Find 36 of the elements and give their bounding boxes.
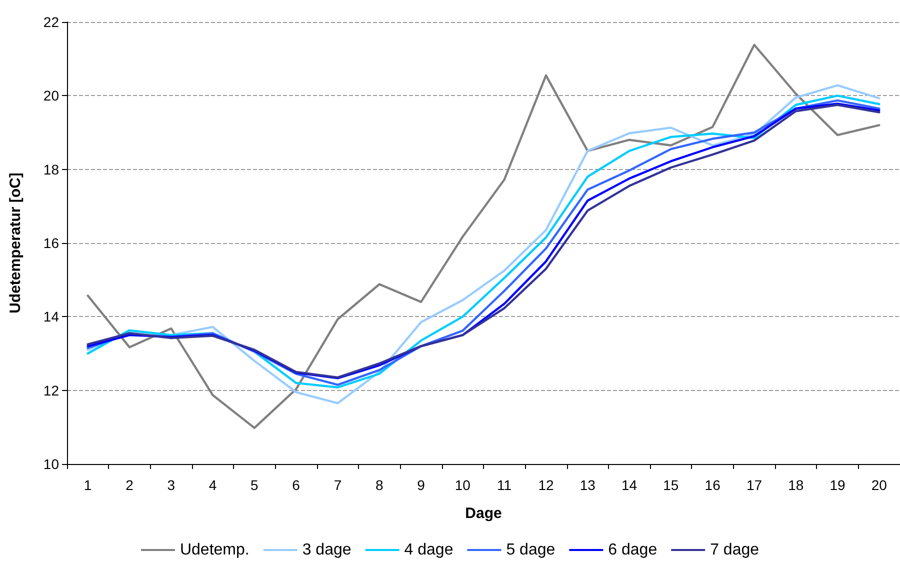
x-tick-label: 12 xyxy=(538,477,554,493)
x-tick-label: 6 xyxy=(292,477,300,493)
y-axis-title: Udetemperatur [oC] xyxy=(7,172,24,314)
legend-label: Udetemp. xyxy=(180,542,250,558)
legend-label: 4 dage xyxy=(404,542,454,558)
y-tick-label: 20 xyxy=(43,88,60,104)
y-tick-label: 18 xyxy=(43,161,60,178)
y-tick-label: 12 xyxy=(43,382,60,398)
x-tick-label: 16 xyxy=(704,477,721,493)
x-tick-label: 4 xyxy=(208,477,217,493)
legend-label: 7 dage xyxy=(710,542,760,558)
legend-label: 6 dage xyxy=(608,542,658,558)
x-tick-label: 1 xyxy=(84,477,92,493)
y-tick-label: 16 xyxy=(43,235,60,251)
y-tick-label: 10 xyxy=(43,456,60,472)
x-tick-label: 2 xyxy=(126,477,134,493)
legend-label: 3 dage xyxy=(302,542,352,558)
x-tick-label: 11 xyxy=(497,477,512,493)
x-tick-label: 13 xyxy=(580,477,596,493)
y-tick-label: 22 xyxy=(43,14,60,30)
x-tick-label: 5 xyxy=(250,477,259,493)
x-tick-label: 19 xyxy=(830,477,846,493)
x-tick-label: 18 xyxy=(788,477,804,493)
legend-label: 5 dage xyxy=(506,542,556,558)
x-tick-label: 10 xyxy=(454,477,471,493)
x-tick-label: 8 xyxy=(375,477,384,493)
x-tick-label: 15 xyxy=(663,477,679,493)
x-tick-label: 7 xyxy=(334,477,342,493)
x-tick-label: 3 xyxy=(167,477,176,493)
y-tick-label: 14 xyxy=(43,308,60,325)
x-axis-title: Dage xyxy=(465,505,502,522)
x-tick-label: 20 xyxy=(871,477,888,493)
x-tick-label: 17 xyxy=(746,477,762,493)
line-series xyxy=(86,44,880,430)
x-tick-label: 14 xyxy=(621,477,638,493)
x-tick-label: 9 xyxy=(417,477,426,493)
